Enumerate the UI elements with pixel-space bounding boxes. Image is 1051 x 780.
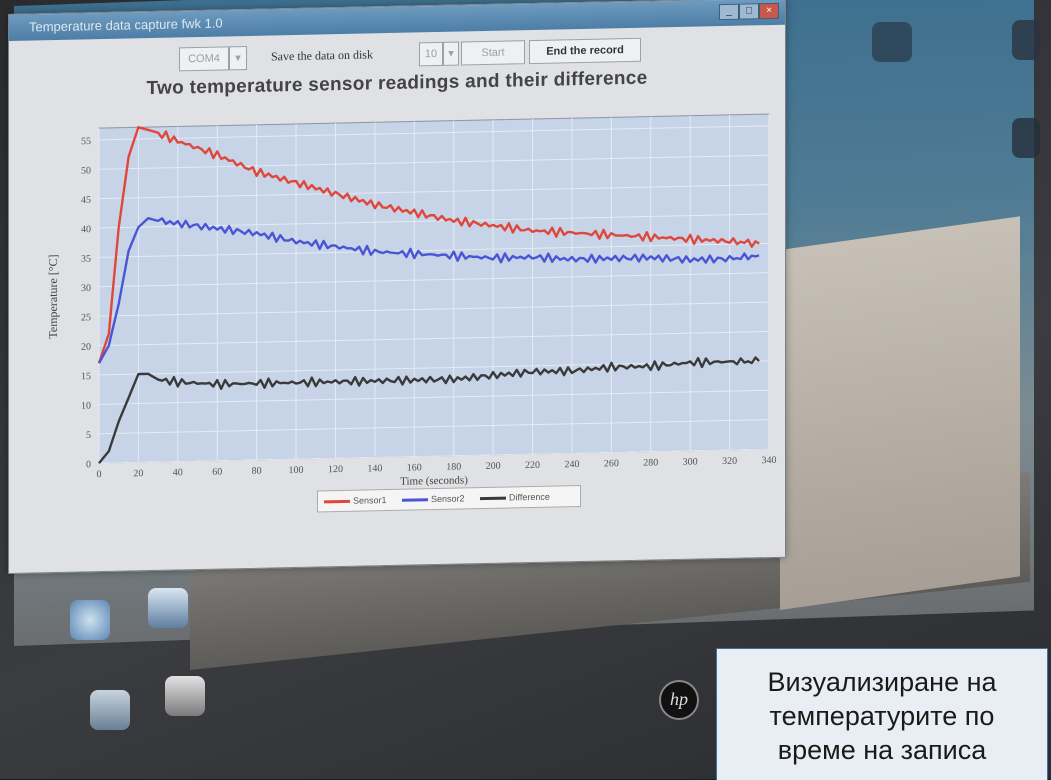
grid-line-horizontal: [99, 448, 769, 464]
x-tick-label: 180: [446, 462, 461, 473]
port-select[interactable]: COM4: [179, 46, 229, 72]
y-tick-label: 20: [81, 342, 91, 353]
application-icon[interactable]: [90, 690, 130, 730]
grid-line-horizontal: [99, 125, 769, 141]
save-label: Save the data on disk: [271, 47, 373, 64]
x-tick-label: 120: [328, 464, 343, 475]
desktop-shortcut-icon[interactable]: [872, 22, 912, 62]
x-tick-label: 300: [683, 457, 698, 468]
grid-line-horizontal: [99, 389, 769, 405]
series-line-difference: [98, 356, 760, 464]
legend-label: Sensor1: [353, 495, 387, 506]
x-tick-label: 260: [604, 458, 619, 469]
series-line-sensor2: [97, 216, 760, 364]
window-title: Temperature data capture fwk 1.0: [29, 15, 223, 35]
background-window: [780, 216, 1020, 610]
x-tick-label: 220: [525, 460, 540, 471]
caption-line: температурите по: [769, 701, 995, 731]
port-value: COM4: [188, 52, 220, 66]
end-label: End the record: [546, 44, 624, 58]
y-tick-label: 30: [81, 283, 91, 294]
x-tick-label: 320: [722, 456, 737, 467]
grid-line-horizontal: [99, 184, 769, 200]
x-tick-label: 60: [212, 467, 222, 478]
grid-line-horizontal: [99, 419, 769, 435]
caption-line: Визуализиране на: [767, 667, 997, 697]
chevron-down-icon: ▾: [235, 52, 241, 65]
y-tick-label: 0: [86, 459, 91, 470]
caption-box: Визуализиране на температурите по време …: [716, 648, 1048, 780]
y-tick-label: 5: [86, 430, 91, 441]
network-icon[interactable]: [70, 600, 110, 640]
grid-line-horizontal: [99, 331, 769, 347]
grid-line-horizontal: [99, 242, 769, 258]
legend-swatch: [324, 499, 350, 504]
grid-line-horizontal: [99, 213, 769, 229]
y-tick-label: 55: [81, 136, 91, 147]
desktop-shortcut-icon[interactable]: [1012, 20, 1040, 60]
legend-label: Sensor2: [431, 493, 465, 505]
legend-label: Difference: [509, 491, 550, 503]
start-label: Start: [481, 46, 505, 60]
grid-line-horizontal: [99, 360, 769, 376]
grid-line-horizontal: [99, 272, 769, 288]
legend-item-sensor2: Sensor2: [402, 492, 465, 505]
application-icon[interactable]: [165, 676, 205, 716]
start-button[interactable]: Start: [461, 40, 525, 66]
legend-item-sensor1: Sensor1: [324, 494, 387, 507]
interval-select[interactable]: 10: [419, 41, 443, 67]
port-dropdown-button[interactable]: ▾: [229, 45, 247, 71]
minimize-button[interactable]: _: [719, 3, 739, 21]
x-tick-label: 160: [407, 462, 422, 473]
y-tick-label: 50: [81, 165, 91, 176]
x-tick-label: 140: [367, 463, 382, 474]
legend-item-difference: Difference: [480, 491, 550, 504]
caption-text: Визуализиране на температурите по време …: [717, 665, 1047, 767]
x-tick-label: 280: [643, 457, 658, 468]
x-tick-label: 0: [97, 469, 102, 480]
interval-dropdown-button[interactable]: ▾: [443, 41, 459, 66]
grid-line-horizontal: [99, 301, 769, 317]
chevron-down-icon: ▾: [448, 47, 454, 60]
y-axis-label: Temperature [°C]: [46, 254, 60, 339]
x-tick-label: 100: [289, 465, 304, 476]
chart-legend: Sensor1 Sensor2 Difference: [317, 484, 581, 513]
caption-line: време на записа: [777, 735, 987, 765]
app-window: Temperature data capture fwk 1.0 _ □ × C…: [8, 0, 786, 574]
grid-line-horizontal: [99, 154, 769, 170]
y-tick-label: 40: [81, 224, 91, 235]
plot-area: [98, 113, 770, 464]
x-tick-label: 40: [173, 467, 183, 478]
end-record-button[interactable]: End the record: [529, 37, 641, 65]
legend-swatch: [480, 496, 506, 501]
y-tick-label: 35: [81, 254, 91, 265]
desktop-shortcut-icon[interactable]: [1012, 118, 1040, 158]
x-tick-label: 20: [133, 468, 143, 479]
x-axis-label: Time (seconds): [400, 474, 468, 487]
legend-swatch: [402, 498, 428, 502]
x-tick-label: 80: [252, 466, 262, 477]
y-tick-label: 45: [81, 195, 91, 206]
x-tick-label: 200: [486, 461, 501, 472]
x-tick-label: 240: [564, 459, 579, 470]
x-tick-label: 340: [762, 455, 777, 466]
temperature-chart: 0 20 40 60 80 100 120 140 160 180 200 220 240 260 280 3…: [46, 113, 777, 488]
y-tick-label: 15: [81, 371, 91, 382]
y-tick-label: 10: [81, 400, 91, 411]
hp-logo: hp: [659, 680, 699, 720]
application-icon[interactable]: [148, 588, 188, 628]
interval-value: 10: [424, 48, 438, 61]
close-button[interactable]: ×: [759, 2, 779, 20]
maximize-button[interactable]: □: [739, 3, 759, 20]
series-line-sensor1: [97, 126, 760, 364]
y-tick-label: 25: [81, 312, 91, 323]
